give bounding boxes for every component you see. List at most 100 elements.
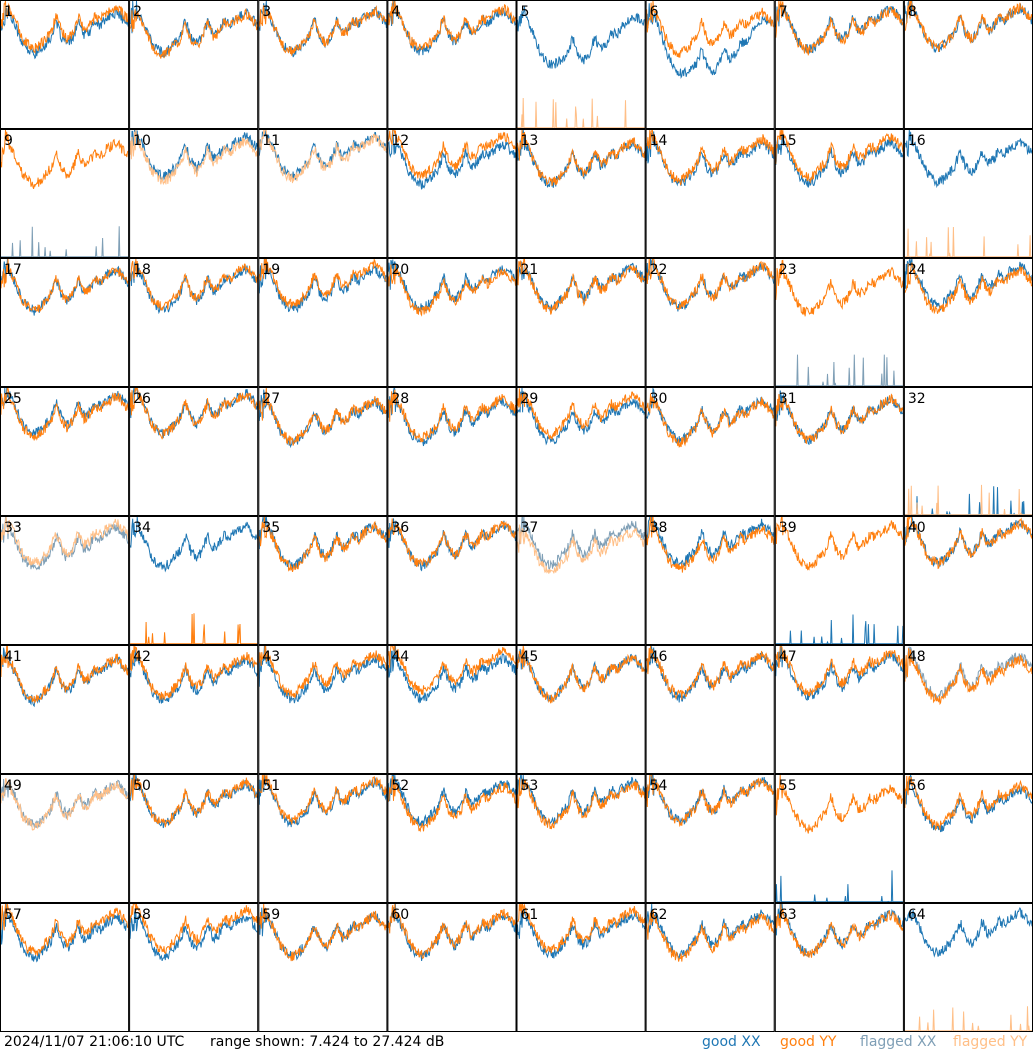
panel-border — [0, 774, 130, 903]
panel-7: 7 — [774, 0, 904, 129]
panel-border — [0, 645, 130, 774]
panel-label: 16 — [908, 133, 926, 149]
series-xx-line — [129, 911, 258, 962]
panel-border — [645, 774, 775, 903]
footer: 2024/11/07 21:06:10 UTC range shown: 7.4… — [0, 1032, 1033, 1053]
panel-57: 57 — [0, 903, 130, 1032]
panel-label: 18 — [133, 262, 151, 278]
panel-label: 33 — [4, 520, 22, 536]
series-yy-line — [517, 258, 646, 315]
panel-label: 43 — [262, 649, 280, 665]
panel-61: 61 — [516, 903, 646, 1032]
series-yy-line — [775, 393, 904, 445]
series-yy-line — [129, 387, 258, 440]
panel-border — [129, 258, 259, 387]
panel-46: 46 — [645, 645, 775, 774]
panel-border — [129, 903, 259, 1032]
series-yy-line — [258, 258, 387, 309]
panel-border — [645, 903, 775, 1032]
panel-51: 51 — [258, 774, 388, 903]
series-yy-line — [0, 645, 129, 704]
panel-27: 27 — [258, 387, 388, 516]
panel-label: 46 — [650, 649, 668, 665]
series-yy-line — [775, 259, 904, 317]
panel-border — [258, 774, 388, 903]
series-yy-line — [258, 903, 387, 962]
series-yy-line — [646, 909, 775, 962]
panel-52: 52 — [387, 774, 517, 903]
panel-border — [129, 129, 259, 258]
panel-label: 6 — [650, 4, 659, 20]
panel-38: 38 — [645, 515, 775, 645]
panel-border — [129, 774, 259, 903]
series-yy-line — [129, 903, 258, 955]
series-xx-line — [775, 614, 904, 645]
panel-label: 53 — [521, 778, 539, 794]
series-yy-line — [904, 1006, 1032, 1032]
panel-2: 2 — [129, 0, 259, 129]
panel-border — [645, 0, 775, 129]
panel-23: 23 — [774, 258, 904, 387]
series-yy-line — [517, 97, 645, 129]
panel-64: 64 — [903, 903, 1033, 1032]
series-yy-line — [387, 903, 516, 959]
panel-14: 14 — [645, 128, 775, 258]
series-xx-line — [129, 0, 258, 59]
panel-50: 50 — [129, 774, 259, 903]
panel-border — [774, 258, 904, 387]
panel-34: 34 — [129, 516, 259, 645]
series-yy-line — [129, 8, 258, 59]
panel-49: 49 — [0, 774, 130, 903]
series-xx-line — [1, 226, 129, 258]
panel-44: 44 — [387, 645, 517, 774]
panel-label: 59 — [262, 907, 280, 923]
panel-border — [645, 129, 775, 258]
series-yy-line — [258, 774, 387, 825]
panel-border — [645, 258, 775, 387]
panel-1: 1 — [0, 0, 130, 129]
series-yy-line — [387, 518, 516, 568]
panel-border — [129, 0, 259, 129]
series-xx-line — [0, 903, 129, 963]
panel-label: 62 — [650, 907, 668, 923]
panel-19: 19 — [258, 258, 388, 387]
panel-border — [129, 387, 259, 516]
series-xx-line — [258, 0, 387, 58]
panel-label: 35 — [262, 520, 280, 536]
panel-label: 49 — [4, 778, 22, 794]
series-yy-line — [904, 516, 1033, 570]
panel-29: 29 — [516, 387, 646, 516]
panel-border — [258, 903, 388, 1032]
series-yy-line — [258, 5, 387, 56]
series-xx-line — [646, 3, 774, 79]
panel-label: 54 — [650, 778, 668, 794]
panel-label: 30 — [650, 391, 668, 407]
panel-border — [645, 645, 775, 774]
series-yy-line — [387, 645, 516, 696]
panel-label: 2 — [133, 4, 142, 20]
series-xx-line — [258, 258, 387, 314]
panel-label: 34 — [133, 520, 151, 536]
panel-24: 24 — [903, 257, 1033, 387]
panel-32: 32 — [903, 387, 1033, 516]
series-yy-line — [517, 645, 646, 704]
panel-border — [774, 0, 904, 129]
panel-label: 3 — [262, 4, 271, 20]
panel-label: 4 — [391, 4, 400, 20]
legend-good-yy: good YY — [780, 1034, 837, 1050]
panel-8: 8 — [903, 0, 1033, 129]
panel-label: 58 — [133, 907, 151, 923]
panel-16: 16 — [903, 129, 1033, 258]
panel-border — [387, 387, 517, 516]
panel-border — [258, 387, 388, 516]
panel-55: 55 — [774, 774, 904, 903]
panel-border — [129, 645, 259, 774]
panel-border — [387, 903, 517, 1032]
panel-5: 5 — [516, 0, 646, 129]
panel-59: 59 — [258, 903, 388, 1032]
panel-25: 25 — [0, 387, 130, 516]
legend-good-xx: good XX — [702, 1034, 761, 1050]
panel-18: 18 — [129, 258, 259, 387]
panel-12: 12 — [387, 129, 517, 258]
series-yy-line — [904, 775, 1033, 831]
